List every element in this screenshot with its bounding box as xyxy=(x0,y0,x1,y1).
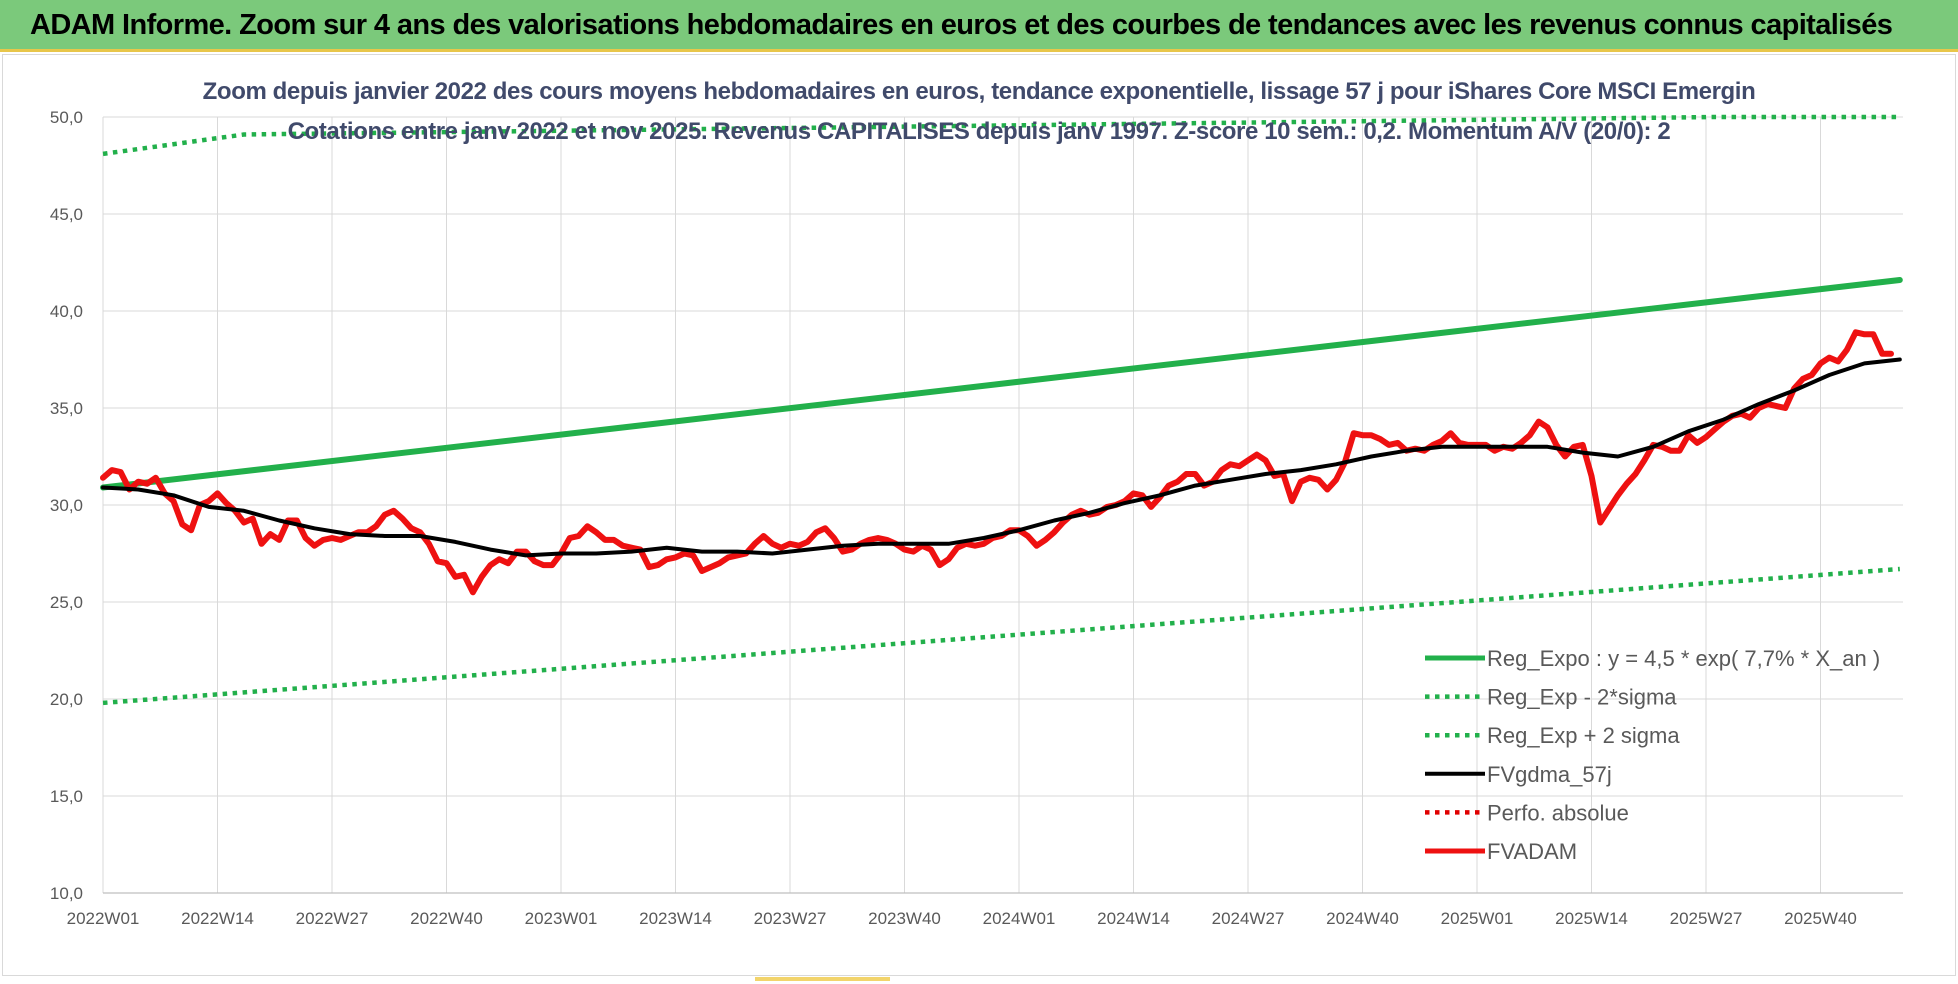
bottom-accent xyxy=(755,977,890,981)
x-tick-label: 2022W40 xyxy=(410,909,483,928)
axis-layer: 10,0 15,0 20,0 25,0 30,0 35,0 40,0 45,0 50,0 2022… xyxy=(50,108,1903,928)
y-tick-label: 50,0 xyxy=(50,108,83,127)
x-tick-label: 2023W27 xyxy=(754,909,827,928)
y-tick-label: 15,0 xyxy=(50,787,83,806)
x-tick-label: 2023W14 xyxy=(639,909,712,928)
y-tick-label: 20,0 xyxy=(50,690,83,709)
x-tick-label: 2024W27 xyxy=(1212,909,1285,928)
legend-label: Reg_Exp + 2 sigma xyxy=(1487,723,1680,748)
legend-label: Reg_Exp - 2*sigma xyxy=(1487,685,1677,710)
y-tick-label: 30,0 xyxy=(50,496,83,515)
legend-label: Perfo. absolue xyxy=(1487,800,1629,825)
legend-label: FVgdma_57j xyxy=(1487,762,1612,787)
x-tick-label: 2025W14 xyxy=(1555,909,1628,928)
series-line xyxy=(102,114,1900,157)
chart-title: Zoom depuis janvier 2022 des cours moyen… xyxy=(202,78,1756,105)
x-tick-label: 2023W40 xyxy=(868,909,941,928)
grid-layer xyxy=(102,116,1903,894)
series-line xyxy=(102,566,1900,706)
x-tick-label: 2022W01 xyxy=(67,909,140,928)
chart-subtitle: Cotations entre janv 2022 et nov 2025. R… xyxy=(287,118,1671,145)
x-tick-label: 2024W01 xyxy=(983,909,1056,928)
legend-label: FVADAM xyxy=(1487,839,1577,864)
x-tick-label: 2023W01 xyxy=(525,909,598,928)
x-tick-label: 2022W27 xyxy=(296,909,369,928)
x-tick-label: 2022W14 xyxy=(181,909,254,928)
chart-frame xyxy=(2,54,1956,976)
series-line xyxy=(100,277,1903,491)
banner-title: ADAM Informe. Zoom sur 4 ans des valoris… xyxy=(30,9,1893,41)
y-tick-label: 10,0 xyxy=(50,884,83,903)
legend-label: Reg_Expo : y = 4,5 * exp( 7,7% * X_an ) xyxy=(1487,646,1880,671)
x-tick-label: 2024W40 xyxy=(1326,909,1399,928)
legend: Reg_Expo : y = 4,5 * exp( 7,7% * X_an ) R… xyxy=(1425,646,1880,864)
series-line xyxy=(100,329,1894,596)
series-layer xyxy=(100,114,1903,706)
y-tick-label: 25,0 xyxy=(50,593,83,612)
y-tick-label: 45,0 xyxy=(50,205,83,224)
x-tick-label: 2025W01 xyxy=(1441,909,1514,928)
y-tick-label: 40,0 xyxy=(50,302,83,321)
banner: ADAM Informe. Zoom sur 4 ans des valoris… xyxy=(0,0,1958,52)
y-tick-label: 35,0 xyxy=(50,399,83,418)
x-tick-label: 2025W40 xyxy=(1784,909,1857,928)
x-tick-label: 2024W14 xyxy=(1097,909,1170,928)
series-line xyxy=(101,357,1902,558)
x-tick-label: 2025W27 xyxy=(1670,909,1743,928)
